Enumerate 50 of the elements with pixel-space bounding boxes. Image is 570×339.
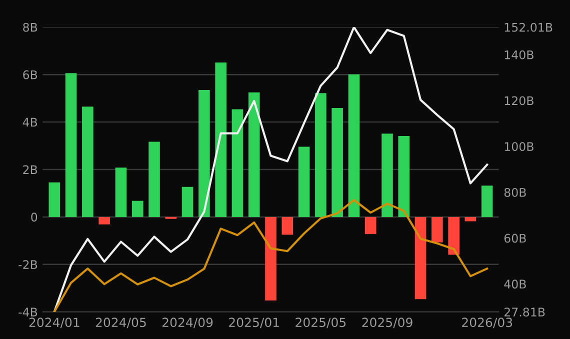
- bar: [198, 90, 210, 217]
- bar: [448, 216, 460, 255]
- y2-tick-label: 140B: [504, 50, 534, 60]
- bar: [215, 62, 226, 217]
- y2-tick-label: 152.01B: [504, 22, 552, 32]
- y2-tick-label: 80B: [504, 188, 526, 197]
- y2-tick-label: 60B: [504, 234, 526, 243]
- y2-tick-label: 27.81B: [504, 308, 545, 317]
- x-tick-label: 2025/05: [296, 318, 346, 328]
- bar: [382, 134, 393, 217]
- bar: [232, 109, 244, 217]
- y2-tick-label: 100B: [504, 142, 534, 152]
- y2-tick-label: 120B: [504, 96, 534, 106]
- bar: [348, 74, 360, 217]
- y-tick-label: 8B: [23, 22, 38, 32]
- bar: [414, 216, 426, 300]
- y-tick-label: 4B: [22, 118, 38, 127]
- x-tick-label: 2024/01: [29, 318, 80, 328]
- bar: [48, 182, 60, 217]
- line-series: [53, 27, 488, 312]
- y-tick-label: 0: [31, 212, 38, 222]
- bar: [315, 93, 326, 217]
- bar: [82, 106, 94, 217]
- bar: [464, 216, 476, 222]
- y-tick-label: 2B: [23, 165, 38, 174]
- bar: [282, 216, 294, 235]
- bar: [182, 186, 194, 217]
- x-tick-label: 2025/01: [229, 318, 279, 328]
- y-tick-label: 6B: [23, 70, 38, 80]
- bar: [248, 92, 260, 217]
- bar: [65, 73, 77, 217]
- bar: [481, 186, 493, 217]
- bar: [265, 216, 276, 300]
- bar: [148, 142, 160, 217]
- bar: [98, 216, 110, 224]
- x-tick-label: 2024/05: [96, 318, 146, 328]
- bar: [298, 146, 310, 217]
- bar: [432, 216, 443, 242]
- x-tick-label: 2025/09: [362, 318, 412, 328]
- bar: [332, 108, 343, 217]
- y-tick-label: -4B: [18, 308, 38, 316]
- x-tick-label: 2026/03: [462, 318, 512, 328]
- bar: [132, 200, 144, 217]
- y2-tick-label: 40B: [504, 280, 526, 289]
- x-tick-label: 2024/09: [162, 318, 213, 328]
- y-tick-label: -2B: [18, 260, 38, 269]
- line-series: [53, 198, 488, 312]
- bar: [115, 168, 127, 217]
- bar: [364, 216, 376, 234]
- bar: [398, 136, 410, 217]
